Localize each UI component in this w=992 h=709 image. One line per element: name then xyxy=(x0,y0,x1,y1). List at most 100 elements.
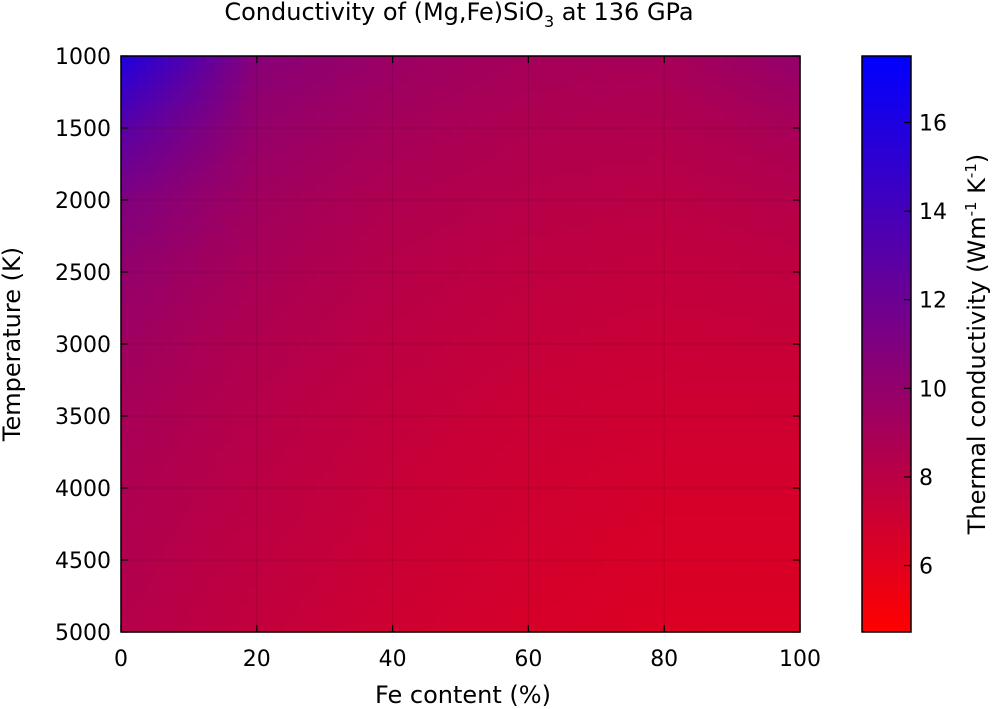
heatmap-cell xyxy=(630,434,640,444)
heatmap-cell xyxy=(146,317,156,327)
heatmap-cell xyxy=(630,524,640,534)
heatmap-cell xyxy=(655,65,665,75)
heatmap-cell xyxy=(766,371,776,381)
heatmap-cell xyxy=(723,236,733,246)
heatmap-cell xyxy=(384,182,394,192)
heatmap-cell xyxy=(367,416,377,426)
heatmap-cell xyxy=(137,155,148,165)
heatmap-cell xyxy=(681,110,691,120)
heatmap-cell xyxy=(384,407,394,417)
heatmap-cell xyxy=(384,398,394,408)
heatmap-cell xyxy=(375,299,385,309)
heatmap-cell xyxy=(630,425,640,435)
heatmap-cell xyxy=(528,578,538,588)
heatmap-cell xyxy=(562,506,572,516)
heatmap-cell xyxy=(579,542,589,552)
heatmap-cell xyxy=(545,542,555,552)
heatmap-cell xyxy=(452,542,462,552)
heatmap-cell xyxy=(222,542,232,552)
heatmap-cell xyxy=(239,236,249,246)
heatmap-cell xyxy=(528,254,538,264)
heatmap-cell xyxy=(333,425,343,435)
heatmap-cell xyxy=(681,515,691,525)
heatmap-cell xyxy=(528,488,538,498)
heatmap-cell xyxy=(545,119,555,129)
heatmap-cell xyxy=(672,425,682,435)
heatmap-cell xyxy=(265,533,275,543)
heatmap-cell xyxy=(401,254,411,264)
heatmap-cell xyxy=(562,578,572,588)
heatmap-cell xyxy=(401,362,411,372)
heatmap-cell xyxy=(528,335,538,345)
heatmap-cell xyxy=(791,362,801,372)
heatmap-cell xyxy=(596,605,606,615)
heatmap-cell xyxy=(638,182,648,192)
heatmap-cell xyxy=(791,488,801,498)
heatmap-cell xyxy=(171,587,182,597)
heatmap-cell xyxy=(154,218,165,228)
heatmap-cell xyxy=(384,542,394,552)
heatmap-cell xyxy=(494,227,504,237)
heatmap-cell xyxy=(774,290,784,300)
heatmap-cell xyxy=(621,461,631,471)
heatmap-cell xyxy=(214,380,224,390)
heatmap-cell xyxy=(553,164,563,174)
heatmap-cell xyxy=(180,371,190,381)
heatmap-cell xyxy=(545,389,555,399)
heatmap-cell xyxy=(511,335,521,345)
heatmap-cell xyxy=(485,218,496,228)
heatmap-cell xyxy=(256,74,266,84)
heatmap-cell xyxy=(757,416,767,426)
heatmap-cell xyxy=(273,290,283,300)
heatmap-cell xyxy=(579,335,589,345)
heatmap-cell xyxy=(485,569,496,579)
heatmap-cell xyxy=(791,434,801,444)
heatmap-cell xyxy=(350,191,360,201)
heatmap-cell xyxy=(239,578,249,588)
heatmap-cell xyxy=(307,425,317,435)
heatmap-cell xyxy=(358,110,368,120)
heatmap-cell xyxy=(502,452,513,462)
heatmap-cell xyxy=(638,272,648,282)
heatmap-cell xyxy=(290,218,300,228)
heatmap-cell xyxy=(740,263,750,273)
heatmap-cell xyxy=(706,560,716,570)
heatmap-cell xyxy=(604,209,614,219)
heatmap-cell xyxy=(409,578,419,588)
heatmap-cell xyxy=(460,137,470,147)
heatmap-cell xyxy=(638,452,648,462)
heatmap-cell xyxy=(384,335,394,345)
heatmap-cell xyxy=(435,569,445,579)
heatmap-cell xyxy=(307,209,317,219)
heatmap-cell xyxy=(129,461,139,471)
heatmap-cell xyxy=(146,434,156,444)
heatmap-cell xyxy=(698,443,708,453)
heatmap-cell xyxy=(715,263,725,273)
heatmap-cell xyxy=(672,515,682,525)
heatmap-cell xyxy=(384,362,394,372)
heatmap-cell xyxy=(375,65,385,75)
heatmap-cell xyxy=(163,74,173,84)
heatmap-cell xyxy=(171,317,182,327)
heatmap-cell xyxy=(324,344,334,354)
heatmap-cell xyxy=(536,326,546,336)
heatmap-cell xyxy=(536,209,546,219)
heatmap-cell xyxy=(749,326,759,336)
heatmap-cell xyxy=(256,335,266,345)
heatmap-cell xyxy=(129,596,139,606)
heatmap-cell xyxy=(536,425,546,435)
heatmap-cell xyxy=(664,506,674,516)
heatmap-cell xyxy=(553,227,563,237)
heatmap-cell xyxy=(256,209,266,219)
heatmap-cell xyxy=(723,335,733,345)
heatmap-cell xyxy=(757,101,767,111)
heatmap-cell xyxy=(766,470,776,480)
heatmap-cell xyxy=(460,281,470,291)
heatmap-cell xyxy=(443,74,453,84)
heatmap-cell xyxy=(579,380,589,390)
heatmap-cell xyxy=(766,65,776,75)
heatmap-cell xyxy=(452,551,462,561)
heatmap-cell xyxy=(502,254,513,264)
heatmap-cell xyxy=(197,362,207,372)
heatmap-cell xyxy=(783,461,793,471)
